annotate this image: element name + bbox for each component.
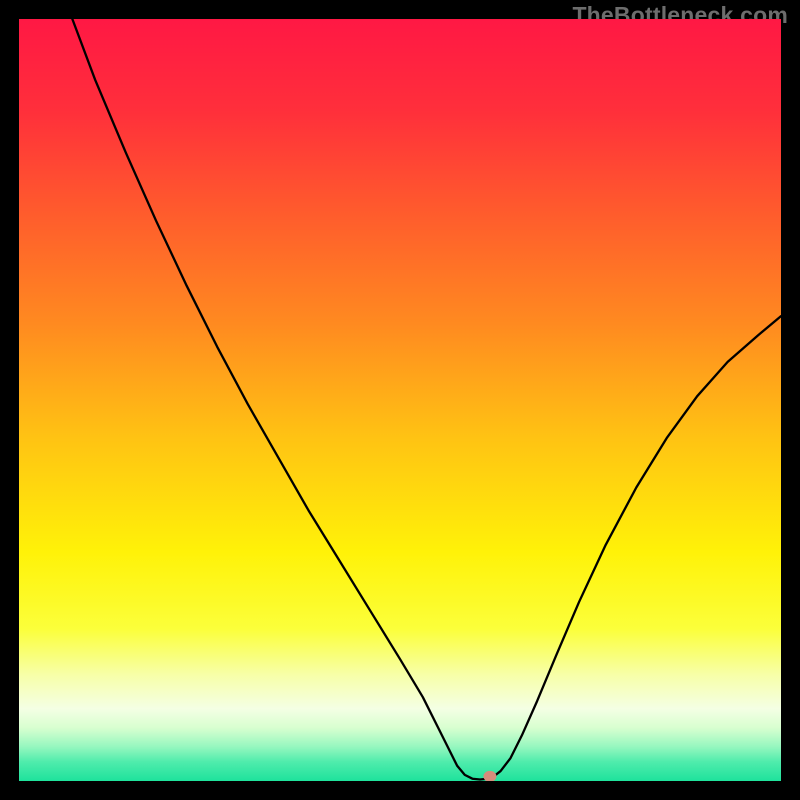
gradient-background [19,19,781,781]
chart-frame: TheBottleneck.com [0,0,800,800]
plot-area [19,19,781,781]
plot-svg [19,19,781,781]
